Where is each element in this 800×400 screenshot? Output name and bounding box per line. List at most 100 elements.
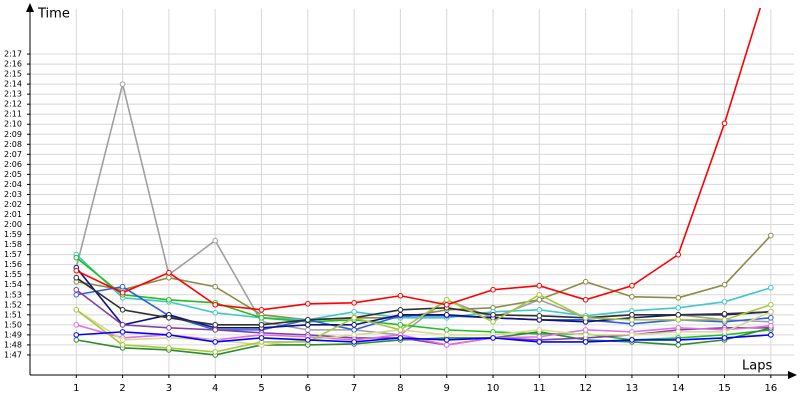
x-tick-label: 10 xyxy=(487,383,500,394)
y-tick-label: 2:13 xyxy=(4,90,22,99)
data-point xyxy=(305,300,311,307)
x-tick-label: 2 xyxy=(119,383,125,394)
data-point xyxy=(258,307,265,313)
data-point xyxy=(443,301,450,308)
y-tick-label: 1:49 xyxy=(4,330,22,339)
data-point xyxy=(351,332,357,338)
data-point xyxy=(305,337,311,343)
data-point xyxy=(629,293,635,300)
data-point xyxy=(351,315,357,321)
data-point xyxy=(73,337,80,343)
data-point xyxy=(490,286,496,293)
data-point xyxy=(768,301,774,308)
data-point xyxy=(675,317,682,323)
data-point xyxy=(768,323,774,329)
data-point xyxy=(675,329,682,335)
y-tick-label: 2:01 xyxy=(4,210,22,219)
y-tick-label: 1:53 xyxy=(4,290,22,299)
data-point xyxy=(73,307,80,313)
x-tick-label: 15 xyxy=(718,383,731,394)
data-point xyxy=(73,322,80,328)
data-point xyxy=(582,327,589,333)
y-tick-label: 2:00 xyxy=(4,220,22,229)
data-point xyxy=(675,337,682,343)
x-tick-label: 9 xyxy=(444,383,450,394)
data-point xyxy=(629,282,635,289)
data-point xyxy=(397,327,404,333)
data-point xyxy=(443,296,450,303)
y-tick-label: 2:14 xyxy=(4,80,22,89)
x-tick-label: 7 xyxy=(351,383,357,394)
data-point xyxy=(351,309,357,315)
y-tick-label: 1:54 xyxy=(4,280,22,289)
data-point xyxy=(536,291,543,298)
data-point xyxy=(768,309,774,315)
data-point xyxy=(443,327,450,333)
data-point xyxy=(490,335,496,341)
y-tick-label: 1:59 xyxy=(4,230,22,239)
data-point xyxy=(582,315,589,321)
data-point xyxy=(582,296,589,303)
y-tick-label: 1:56 xyxy=(4,260,22,269)
data-point xyxy=(490,312,496,318)
y-tick-label: 2:10 xyxy=(4,120,22,129)
data-point xyxy=(397,312,404,318)
data-point xyxy=(443,332,450,338)
y-tick-label: 2:05 xyxy=(4,170,22,179)
data-point xyxy=(397,322,404,328)
data-point xyxy=(351,322,357,328)
data-point xyxy=(582,339,589,345)
data-point xyxy=(212,310,219,316)
data-point xyxy=(629,312,635,318)
data-point xyxy=(73,267,80,274)
x-tick-label: 12 xyxy=(579,383,592,394)
x-axis-arrow xyxy=(788,371,797,379)
y-tick-label: 2:11 xyxy=(4,110,22,119)
data-point xyxy=(351,327,357,333)
x-tick-label: 13 xyxy=(626,383,639,394)
data-point xyxy=(721,311,728,317)
data-point xyxy=(721,120,728,127)
series-line xyxy=(76,324,771,346)
data-point xyxy=(629,317,635,323)
y-tick-label: 2:02 xyxy=(4,200,22,209)
series-line xyxy=(75,277,771,326)
x-axis-title: Laps xyxy=(742,359,772,374)
series-line xyxy=(76,331,771,343)
data-point xyxy=(305,327,311,333)
data-point xyxy=(258,315,265,321)
data-point xyxy=(119,81,126,87)
data-point xyxy=(258,335,265,341)
data-point xyxy=(536,296,543,303)
data-point xyxy=(212,349,219,355)
data-point xyxy=(721,281,728,288)
series-line xyxy=(75,289,771,346)
data-point xyxy=(536,313,543,319)
data-point xyxy=(119,283,126,290)
data-point xyxy=(768,315,774,321)
data-point xyxy=(768,232,774,239)
data-point xyxy=(675,312,682,318)
y-tick-label: 2:12 xyxy=(4,100,22,109)
data-point xyxy=(721,298,728,305)
x-tick-label: 6 xyxy=(305,383,311,394)
y-tick-label: 1:52 xyxy=(4,300,22,309)
data-point xyxy=(166,345,172,351)
data-point xyxy=(73,274,80,281)
x-tick-label: 5 xyxy=(258,383,264,394)
data-point xyxy=(582,278,589,285)
data-point xyxy=(119,337,126,343)
data-point xyxy=(536,282,543,289)
data-point xyxy=(351,299,357,306)
data-point xyxy=(212,339,219,345)
data-point xyxy=(73,332,80,338)
data-point xyxy=(536,334,543,340)
data-point xyxy=(73,291,80,298)
data-point xyxy=(119,289,126,296)
data-point xyxy=(397,292,404,299)
y-tick-label: 2:09 xyxy=(4,130,22,139)
data-point xyxy=(258,322,265,328)
data-point xyxy=(119,307,126,313)
data-point xyxy=(73,254,80,261)
